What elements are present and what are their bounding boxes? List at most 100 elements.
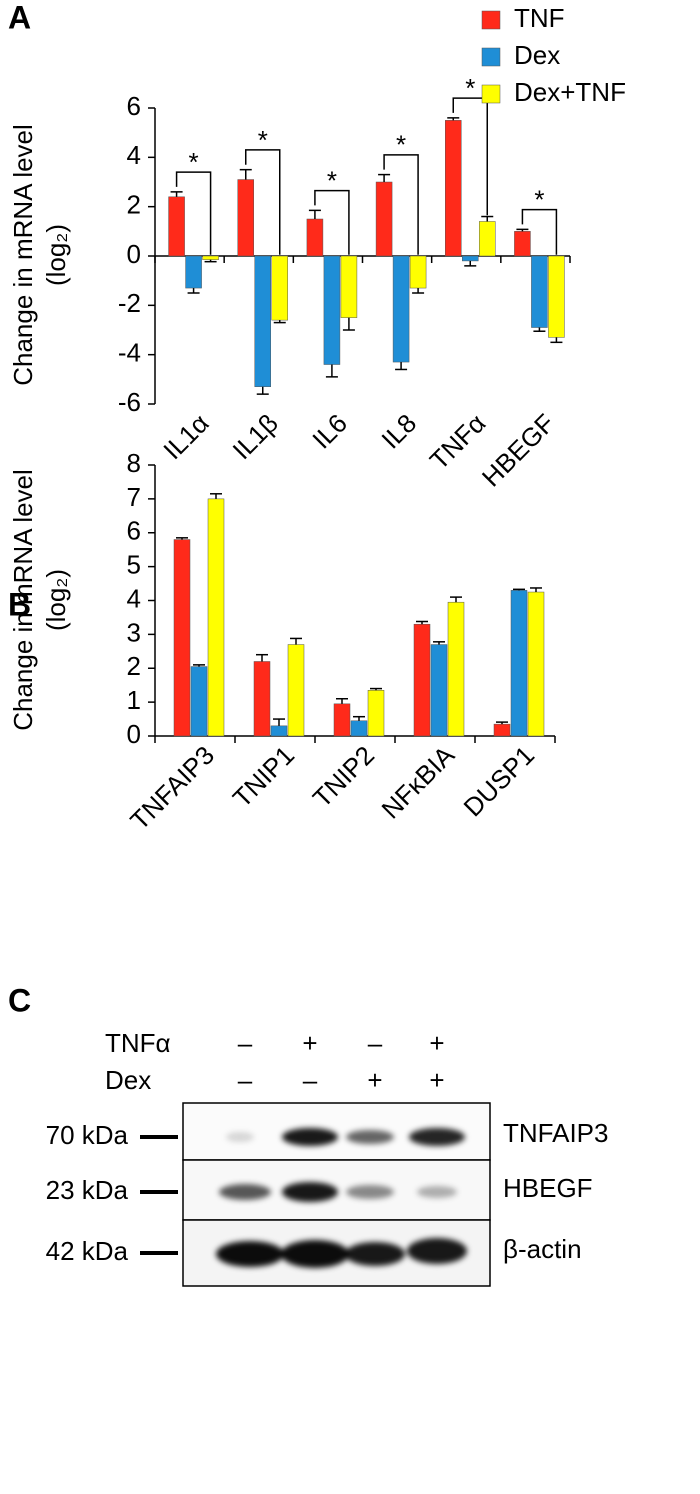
- x-tick-label: HBEGF: [476, 408, 561, 493]
- bar: [253, 661, 271, 737]
- bar: [173, 539, 191, 737]
- error-bar: [336, 697, 348, 704]
- x-tick-label: DUSP1: [458, 740, 541, 823]
- error-bar: [378, 173, 391, 182]
- bar: [367, 690, 385, 737]
- panel-label: A: [8, 0, 31, 35]
- error-bar: [193, 664, 205, 667]
- significance-label: *: [534, 185, 544, 215]
- bar: [323, 255, 341, 365]
- error-bar: [204, 259, 217, 263]
- blot-bands: [182, 1102, 491, 1287]
- bar: [190, 666, 208, 737]
- bar: [185, 255, 202, 289]
- legend-swatch: [481, 47, 501, 67]
- bar: [237, 179, 254, 257]
- error-bar: [412, 288, 425, 294]
- error-bar: [239, 168, 252, 180]
- y-tick-label: -2: [118, 288, 141, 318]
- y-axis-label: Change in mRNA level: [8, 469, 38, 731]
- band: [282, 1128, 338, 1146]
- bar: [392, 255, 410, 363]
- significance-bracket: [383, 154, 419, 255]
- error-bar: [353, 715, 365, 721]
- error-bar: [187, 288, 200, 294]
- y-tick-label: -4: [118, 338, 141, 368]
- y-axis-label: (log₂): [41, 224, 71, 286]
- error-bar: [464, 260, 477, 267]
- error-bar: [273, 320, 286, 324]
- y-tick-label: 0: [127, 239, 141, 269]
- x-tick-label: IL1β: [227, 408, 284, 465]
- error-bar: [325, 364, 338, 378]
- error-bar: [210, 493, 222, 499]
- condition-sign: +: [302, 1028, 317, 1058]
- error-bar: [433, 641, 445, 645]
- error-bar: [370, 687, 382, 691]
- significance-label: *: [465, 73, 475, 103]
- error-bar: [395, 362, 408, 371]
- bar: [287, 644, 305, 737]
- y-axis-label: (log₂): [41, 569, 71, 631]
- error-bar: [530, 587, 542, 593]
- error-bar: [170, 191, 183, 197]
- bar: [271, 255, 288, 321]
- bar: [350, 720, 368, 737]
- y-tick-label: 2: [127, 190, 141, 220]
- band: [219, 1184, 271, 1200]
- bar: [548, 255, 565, 338]
- band: [409, 1128, 465, 1146]
- bar: [168, 196, 185, 257]
- x-tick-label: IL8: [375, 408, 422, 455]
- error-bar: [450, 596, 462, 603]
- error-bar: [516, 228, 529, 232]
- band: [282, 1182, 338, 1202]
- x-tick-label: IL1α: [157, 408, 214, 465]
- panel-label: B: [8, 586, 31, 622]
- bar: [445, 120, 462, 257]
- error-bar: [496, 721, 508, 725]
- y-tick-label: 8: [127, 448, 141, 478]
- error-bar: [256, 653, 268, 662]
- legend-label: Dex+TNF: [514, 77, 626, 107]
- error-bar: [550, 337, 563, 344]
- legend-swatch: [481, 10, 501, 30]
- bar: [306, 218, 324, 257]
- significance-bracket: [175, 171, 212, 255]
- band: [417, 1186, 457, 1198]
- x-tick-label: TNIP2: [307, 740, 380, 813]
- protein-label: TNFAIP3: [503, 1118, 608, 1148]
- condition-label: TNFα: [105, 1028, 171, 1058]
- band: [346, 1185, 394, 1199]
- bar: [413, 623, 431, 737]
- bar: [479, 221, 496, 257]
- bar: [333, 703, 351, 737]
- bar: [447, 601, 465, 737]
- y-tick-label: -6: [118, 387, 141, 417]
- y-tick-label: 6: [127, 516, 141, 546]
- y-tick-label: 4: [127, 140, 141, 170]
- bar: [531, 255, 548, 328]
- significance-bracket: [452, 97, 488, 216]
- band: [345, 1242, 405, 1266]
- size-label: 42 kDa: [46, 1236, 129, 1266]
- y-tick-label: 0: [127, 719, 141, 749]
- error-bar: [290, 637, 302, 645]
- bar: [270, 725, 288, 737]
- y-tick-label: 6: [127, 91, 141, 121]
- bar: [527, 591, 545, 737]
- legend-label: Dex: [514, 40, 560, 70]
- condition-sign: +: [429, 1028, 444, 1058]
- band: [281, 1240, 349, 1268]
- bar: [510, 590, 528, 737]
- error-bar: [256, 386, 269, 395]
- bar: [430, 644, 448, 737]
- condition-sign: –: [238, 1065, 253, 1095]
- significance-label: *: [396, 130, 406, 160]
- protein-label: β-actin: [503, 1234, 582, 1264]
- error-bar: [447, 117, 460, 121]
- legend-swatch: [481, 84, 501, 104]
- band: [407, 1238, 467, 1264]
- error-bar: [416, 620, 428, 625]
- significance-bracket: [245, 149, 281, 255]
